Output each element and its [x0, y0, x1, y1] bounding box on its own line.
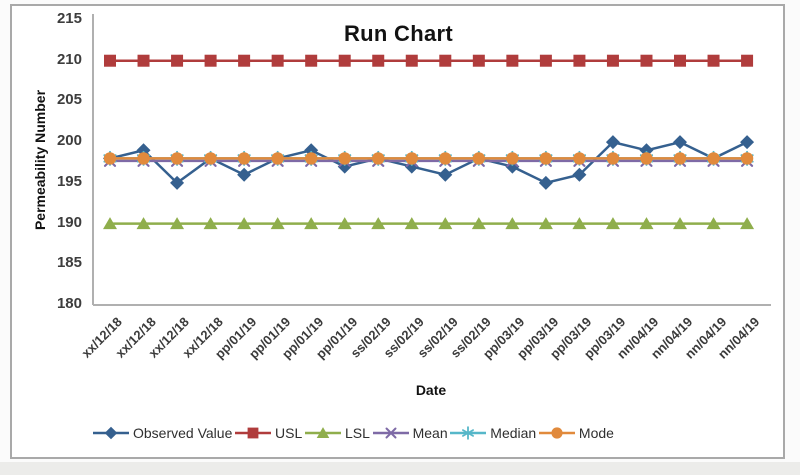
y-axis-tick-label: 215 — [56, 10, 82, 27]
bottom-margin — [0, 462, 800, 475]
series-lsl — [103, 217, 755, 230]
y-axis-tick-label: 195 — [56, 172, 82, 190]
x-marker-icon — [372, 427, 409, 439]
chart-title: Run Chart — [343, 21, 454, 46]
diamond-marker-icon — [93, 426, 129, 440]
series-usl — [104, 54, 754, 67]
legend-label: Observed Value — [133, 425, 233, 441]
legend-label: Mean — [412, 425, 448, 441]
asterisk-marker-icon — [450, 426, 487, 440]
x-axis-title: Date — [415, 382, 447, 398]
y-axis-tick-label: 190 — [56, 213, 82, 231]
chart-frame — [10, 4, 785, 459]
legend-item-usl: USL — [234, 425, 302, 441]
legend-item-mode: Mode — [538, 425, 614, 441]
square-marker-icon — [235, 427, 272, 439]
triangle-marker-icon — [304, 427, 341, 438]
y-axis-tick-label: 200 — [56, 132, 82, 150]
legend-label: LSL — [344, 425, 370, 441]
y-axis-tick-label: 205 — [56, 91, 82, 109]
legend-label: Mode — [578, 425, 614, 441]
y-axis-tick-label: 210 — [56, 50, 82, 68]
legend-item-observed-value: Observed Value — [92, 425, 232, 441]
series-observed-value — [103, 135, 755, 190]
chart-legend: Observed Value USL LSL Mean Median Mode — [92, 423, 614, 443]
legend-label: Median — [490, 425, 537, 441]
x-axis-tick-label: nn/04/19 — [714, 314, 763, 362]
legend-item-lsl: LSL — [304, 425, 370, 441]
y-axis-tick-label: 180 — [56, 295, 82, 312]
series-mode — [103, 152, 754, 165]
legend-item-median: Median — [449, 425, 536, 441]
legend-label: USL — [275, 425, 303, 441]
y-axis-title: Permeability Number — [32, 89, 48, 231]
legend-item-mean: Mean — [372, 425, 448, 441]
circle-marker-icon — [538, 427, 575, 439]
y-axis-tick-label: 185 — [56, 254, 82, 272]
